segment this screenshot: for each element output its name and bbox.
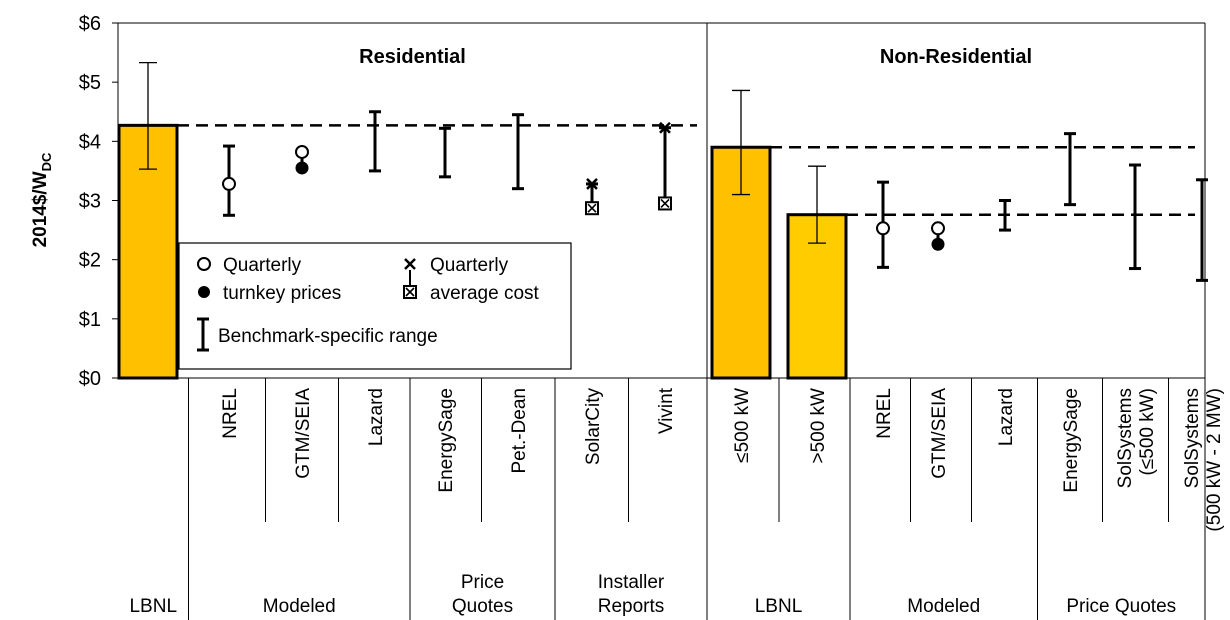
category-label: GTM/SEIA	[929, 388, 950, 479]
chart-panels: Residential NREL GTM/SEIA Lazard EnergySage P…	[117, 22, 1225, 620]
group-label-line: Installer	[598, 572, 665, 593]
y-tick-label: $5	[79, 72, 101, 94]
legend-label: Quarterly	[430, 255, 509, 276]
group-label-line: Reports	[598, 596, 665, 617]
marker-quarterly-cost-x	[586, 178, 598, 190]
group-label: Modeled	[907, 596, 980, 617]
category-label: SolSystems(500 kW - 2 MW)	[1182, 388, 1225, 532]
category-label: SolSystems(≤500 kW)	[1115, 388, 1158, 488]
category-label: NREL	[220, 388, 241, 439]
panel-title: Non-Residential	[880, 46, 1032, 68]
group-label: Installer Reports	[598, 572, 665, 617]
y-tick-label: $0	[79, 368, 101, 390]
legend-box-icon-cross	[405, 287, 415, 297]
y-tick-label: $3	[79, 191, 101, 213]
category-label: GTM/SEIA	[293, 388, 314, 479]
y-tick-label: $4	[79, 131, 101, 153]
category-label: Lazard	[366, 388, 387, 446]
marker-quarterly-cost-x	[659, 121, 671, 134]
group-label: Modeled	[263, 596, 336, 617]
category-label: Lazard	[996, 388, 1017, 446]
legend-label: Benchmark-specific range	[218, 326, 438, 347]
legend-box	[178, 242, 572, 370]
category-label: NREL	[874, 388, 895, 439]
marker-quarterly-price-open	[931, 221, 945, 236]
legend-open-circle-icon	[197, 257, 211, 271]
y-axis-label: 2014$/WDC	[30, 152, 54, 247]
marker-quarterly-cost-box-cross	[587, 203, 597, 213]
marker-quarterly-cost-box-cross	[660, 198, 670, 209]
legend-label: average cost	[430, 283, 540, 304]
group-label: LBNL	[129, 596, 177, 617]
y-tick-label: $2	[79, 250, 101, 272]
group-label-line: Price	[461, 572, 504, 593]
legend-filled-circle-icon	[198, 286, 210, 298]
legend-label: turnkey prices	[223, 283, 341, 304]
group-label: Price Quotes	[1066, 596, 1176, 617]
group-label-line: Quotes	[452, 596, 513, 617]
y-tick-label: $1	[79, 309, 101, 331]
group-label: LBNL	[755, 596, 803, 617]
legend-label: Quarterly	[223, 255, 302, 276]
category-label: ≤500 kW	[732, 388, 753, 463]
panel-residential: Residential NREL GTM/SEIA Lazard EnergySage P…	[117, 22, 708, 620]
category-label: EnergySage	[1061, 388, 1082, 493]
category-label: EnergySage	[436, 388, 457, 493]
marker-quarterly-price-filled	[931, 237, 945, 251]
legend: Quarterly turnkey prices Quarterly average …	[178, 242, 572, 370]
y-axis-label-main: 2014$/W	[30, 171, 51, 247]
category-label-line: SolSystems	[1182, 388, 1203, 488]
y-axis: $0 $1 $2 $3 $4 $5 $6 2014$/WDC	[30, 13, 1205, 390]
marker-quarterly-price-filled	[295, 161, 309, 175]
y-tick-label: $6	[79, 13, 101, 35]
category-label: Vivint	[656, 387, 677, 434]
y-axis-label-subscript: DC	[39, 152, 54, 171]
panel-title: Residential	[359, 46, 466, 68]
group-label: Price Quotes	[452, 572, 513, 617]
category-label-line: SolSystems	[1115, 388, 1136, 488]
category-label-line: (≤500 kW)	[1137, 388, 1158, 476]
category-label-line: (500 kW - 2 MW)	[1204, 388, 1225, 532]
marker-quarterly-price-open	[222, 176, 236, 191]
category-label: SolarCity	[583, 388, 604, 466]
marker-quarterly-price-open	[876, 221, 890, 236]
panel-non-residential: Non-Residential ≤500 kW >500 kW NREL GTM/SEI…	[707, 22, 1225, 620]
category-label: >500 kW	[808, 388, 829, 464]
legend-x-icon	[404, 258, 416, 270]
marker-quarterly-price-open	[295, 144, 309, 159]
category-label: Pet.-Dean	[509, 388, 530, 474]
